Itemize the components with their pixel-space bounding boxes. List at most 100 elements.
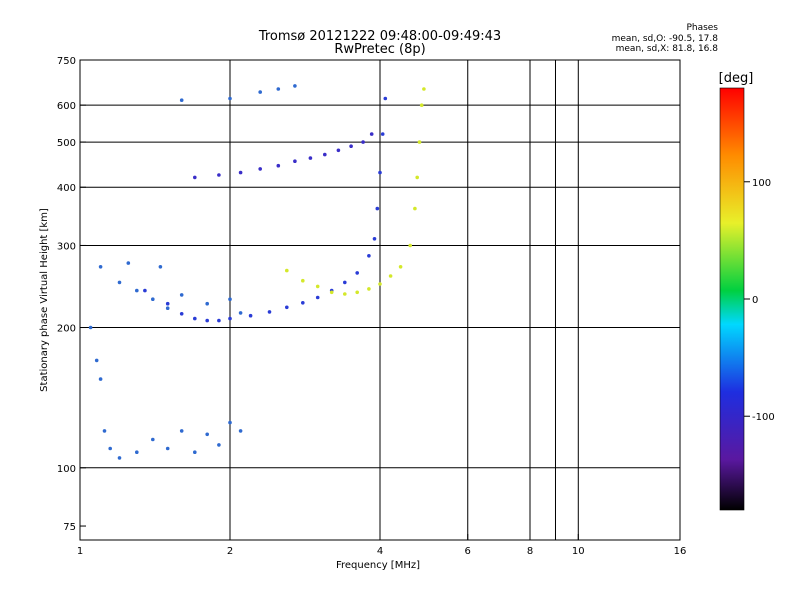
colorbar-tick-label: -100 [752,412,775,423]
data-point [383,96,388,101]
data-point [88,325,93,330]
data-point [367,254,371,258]
data-point [228,316,232,321]
data-point [285,305,289,310]
data-point [179,98,184,102]
data-point [276,87,281,91]
data-point [165,301,170,306]
data-point [126,261,131,265]
data-point [293,159,297,163]
data-point [355,271,360,275]
data-point [413,206,417,211]
data-point [102,429,107,433]
y-tick-label: 200 [57,324,76,335]
data-point [228,96,232,101]
data-point [293,84,297,88]
data-point [179,293,184,297]
data-point [301,278,305,283]
data-point [315,295,320,300]
y-tick-label: 400 [57,183,76,194]
data-point [336,148,341,153]
y-tick-label: 750 [57,56,76,67]
data-point [375,206,380,211]
data-point [369,132,374,136]
data-point [329,290,334,295]
data-point [276,163,281,168]
data-point [108,446,112,451]
data-point [193,450,197,455]
colorbar-label: [deg] [719,71,754,86]
data-point [143,288,147,293]
colorbar-ticks: 100 0 -100 [744,178,775,423]
data-point [228,420,232,425]
data-point [98,265,103,269]
data-point [217,443,221,447]
data-point [193,316,197,321]
data-point [372,237,377,241]
data-point [238,429,243,433]
data-point [94,358,99,363]
grid-lines [80,60,680,540]
chart-title: Tromsø 20121222 09:48:00-09:49:43 [258,29,502,44]
colorbar-tick-label: 100 [752,178,771,189]
y-tick-label: 500 [57,138,76,149]
data-point [135,450,139,455]
data-point [158,265,163,269]
data-point [417,140,422,144]
colorbar [719,87,745,511]
data-point [151,437,155,442]
y-tick-label: 100 [57,464,76,475]
data-point [315,284,320,289]
data-point [165,306,170,311]
data-point [415,175,420,180]
data-point [117,456,122,460]
colorbar-tick-label: 0 [752,295,758,306]
data-point [419,103,424,107]
data-point [355,290,360,295]
data-point [367,287,371,291]
x-tick-label: 16 [674,546,687,557]
data-point [258,90,263,94]
data-point [193,175,197,180]
data-point [248,313,253,318]
data-point [205,301,209,306]
data-point [238,170,243,175]
data-point [205,318,209,323]
data-point [388,274,393,278]
data-point [267,310,272,314]
data-point [217,173,221,177]
data-point [361,140,365,144]
data-point [165,446,170,451]
phases-stats-x: mean, sd,X: 81.8, 16.8 [615,44,718,54]
data-point [398,265,403,269]
data-point [408,243,413,248]
data-point [238,311,243,315]
data-point [349,144,353,148]
data-point [217,318,221,323]
x-tick-label: 2 [227,546,233,557]
y-tick-label: 300 [57,241,76,252]
y-tick-label: 75 [63,522,76,533]
data-point [380,132,385,136]
data-point [179,312,184,316]
data-point [301,301,305,305]
x-tick-label: 10 [572,546,585,557]
x-axis-title: Frequency [MHz] [336,560,420,571]
phases-stats-o: mean, sd,O: -90.5, 17.8 [611,34,718,44]
data-point [422,87,426,91]
data-point [323,152,327,157]
chart-subtitle: RwPretec (8p) [334,42,426,57]
data-point [285,268,289,273]
data-point [343,280,347,285]
y-axis-title: Stationary phase Virtual Height [km] [39,208,50,392]
data-point [117,280,122,285]
data-point [135,288,139,293]
data-point [228,297,232,302]
data-point [151,297,155,302]
data-point [258,167,263,171]
axes: 1 2 4 6 8 10 16 75 100 200 300 400 500 600 750 [57,56,686,557]
data-point [308,156,313,160]
x-tick-label: 6 [465,546,471,557]
